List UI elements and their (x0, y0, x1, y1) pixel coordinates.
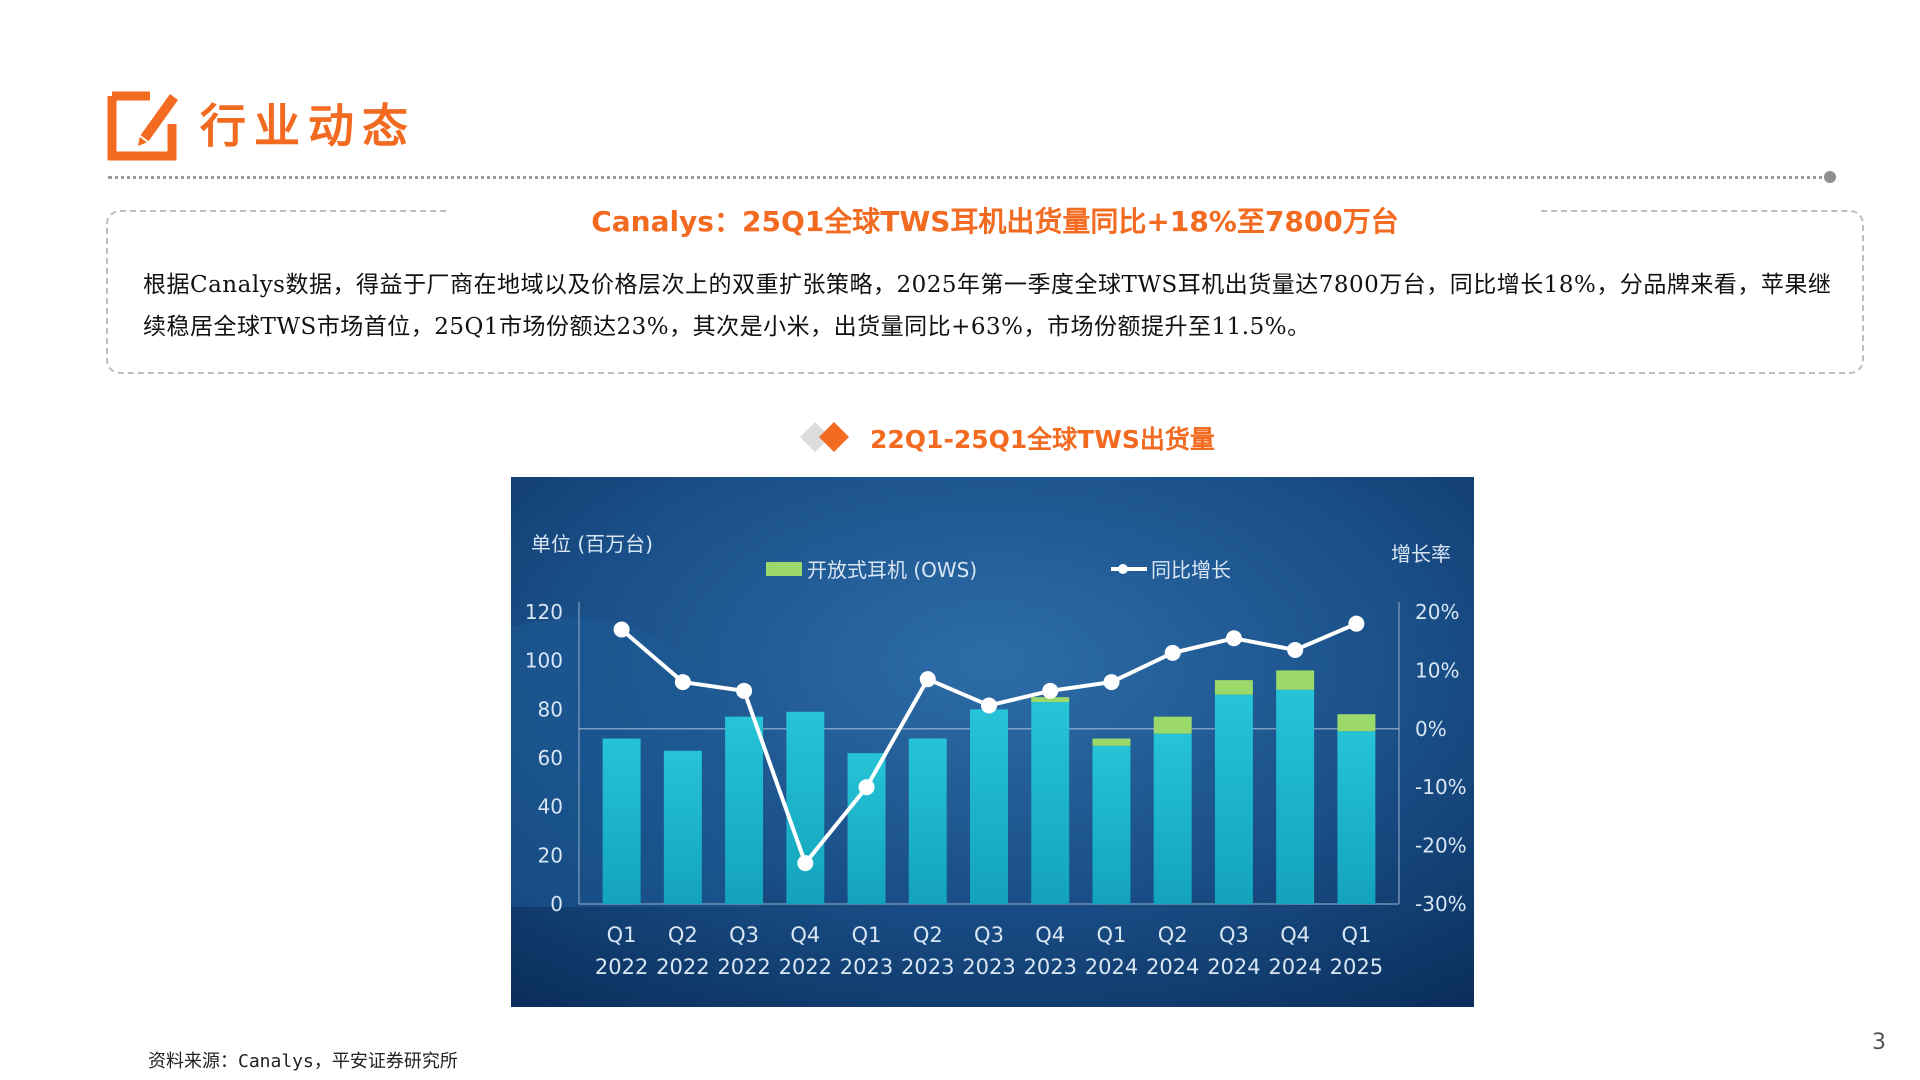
y-right-tick-label: -10% (1415, 775, 1467, 799)
x-tick-year: 2024 (1085, 955, 1138, 979)
yoy-point (1164, 644, 1181, 661)
section-title: 行业动态 (200, 99, 416, 153)
bar-shipments (602, 738, 641, 904)
bar-ows (1337, 714, 1376, 732)
x-tick-quarter: Q2 (1158, 923, 1188, 947)
x-tick-year: 2022 (717, 955, 770, 979)
summary-title: Canalys：25Q1全球TWS耳机出货量同比+18%至7800万台 (591, 205, 1399, 238)
yoy-point (1103, 674, 1120, 691)
header-divider (108, 176, 1830, 179)
x-tick-year: 2022 (656, 955, 709, 979)
bar-shipments (725, 716, 764, 904)
x-tick-year: 2023 (962, 955, 1015, 979)
diamond-bullet-icon (800, 422, 849, 452)
bar-shipments (970, 709, 1008, 904)
x-tick-quarter: Q4 (790, 923, 820, 947)
summary-title-backdrop (450, 196, 1540, 230)
bar-shipments (1153, 733, 1192, 904)
y-axis-unit-label: 单位 (百万台) (531, 532, 653, 556)
y-left-tick-label: 20 (538, 843, 563, 867)
edit-pencil-icon (107, 91, 178, 161)
yoy-point (736, 682, 753, 699)
y-right-tick-label: -20% (1415, 834, 1467, 858)
bar-shipments (847, 753, 886, 904)
yoy-point (797, 855, 814, 872)
x-tick-year: 2023 (1024, 955, 1077, 979)
yoy-point (674, 674, 691, 691)
y-left-tick-label: 40 (538, 795, 563, 819)
source-footnote: 资料来源：Canalys，平安证券研究所 (148, 1051, 458, 1072)
yoy-point (1042, 682, 1059, 699)
yoy-point (858, 779, 875, 796)
summary-text: 根据Canalys数据，得益于厂商在地域以及价格层次上的双重扩张策略，2025年… (143, 272, 1832, 340)
bar-shipments (663, 750, 702, 904)
bar-shipments (1031, 702, 1070, 904)
x-tick-year: 2024 (1268, 955, 1321, 979)
bar-ows (1276, 670, 1315, 690)
bar-shipments (908, 738, 947, 904)
divider-end-dot (1824, 171, 1836, 183)
yoy-point (1348, 615, 1365, 632)
y-left-tick-label: 60 (538, 746, 563, 770)
page-number: 3 (1872, 1030, 1886, 1055)
x-tick-quarter: Q3 (974, 923, 1004, 947)
bar-shipments (1276, 689, 1315, 904)
yoy-point (981, 697, 997, 714)
x-tick-quarter: Q2 (913, 923, 943, 947)
yoy-point (1287, 641, 1304, 658)
x-tick-year: 2022 (779, 955, 832, 979)
y-right-tick-label: 10% (1415, 658, 1459, 682)
bar-shipments (786, 711, 825, 904)
x-tick-year: 2023 (901, 955, 954, 979)
bar-shipments (1214, 694, 1253, 904)
y-left-tick-label: 120 (525, 600, 563, 624)
x-tick-year: 2023 (840, 955, 893, 979)
y-right-tick-label: 0% (1415, 717, 1447, 741)
legend-ows-label: 开放式耳机 (OWS) (807, 558, 977, 582)
x-tick-quarter: Q4 (1280, 923, 1310, 947)
x-tick-quarter: Q1 (852, 923, 882, 947)
x-tick-quarter: Q3 (1219, 923, 1249, 947)
x-tick-year: 2024 (1146, 955, 1199, 979)
bar-ows (1214, 680, 1253, 695)
x-tick-quarter: Q1 (1097, 923, 1127, 947)
legend-ows-swatch (766, 562, 802, 576)
x-tick-year: 2025 (1330, 955, 1383, 979)
legend-yoy-label: 同比增长 (1151, 558, 1231, 582)
right-axis-label: 增长率 (1391, 542, 1451, 566)
x-tick-quarter: Q3 (729, 923, 759, 947)
yoy-point (919, 671, 936, 688)
x-tick-quarter: Q1 (1341, 923, 1371, 947)
bar-ows (1092, 738, 1131, 746)
bar-shipments (1337, 731, 1376, 904)
x-tick-quarter: Q1 (607, 923, 637, 947)
bar-shipments (1092, 745, 1131, 904)
yoy-point (613, 621, 630, 638)
y-left-tick-label: 0 (550, 892, 563, 916)
chart-heading-title: 22Q1-25Q1全球TWS出货量 (870, 425, 1215, 454)
y-left-tick-label: 100 (525, 649, 563, 673)
x-tick-year: 2024 (1207, 955, 1260, 979)
x-tick-quarter: Q2 (668, 923, 698, 947)
yoy-point (1225, 630, 1242, 647)
y-left-tick-label: 80 (538, 697, 563, 721)
y-right-tick-label: -30% (1415, 892, 1467, 916)
y-right-tick-label: 20% (1415, 600, 1459, 624)
x-tick-quarter: Q4 (1035, 923, 1065, 947)
bar-ows (1153, 716, 1192, 734)
legend-yoy-marker (1118, 564, 1128, 574)
x-tick-year: 2022 (595, 955, 648, 979)
bar-ows (1031, 697, 1070, 703)
shipment-chart: 单位 (百万台) 增长率开放式耳机 (OWS) 同比增长 0 20 40 60 80 100 12… (511, 477, 1474, 1007)
